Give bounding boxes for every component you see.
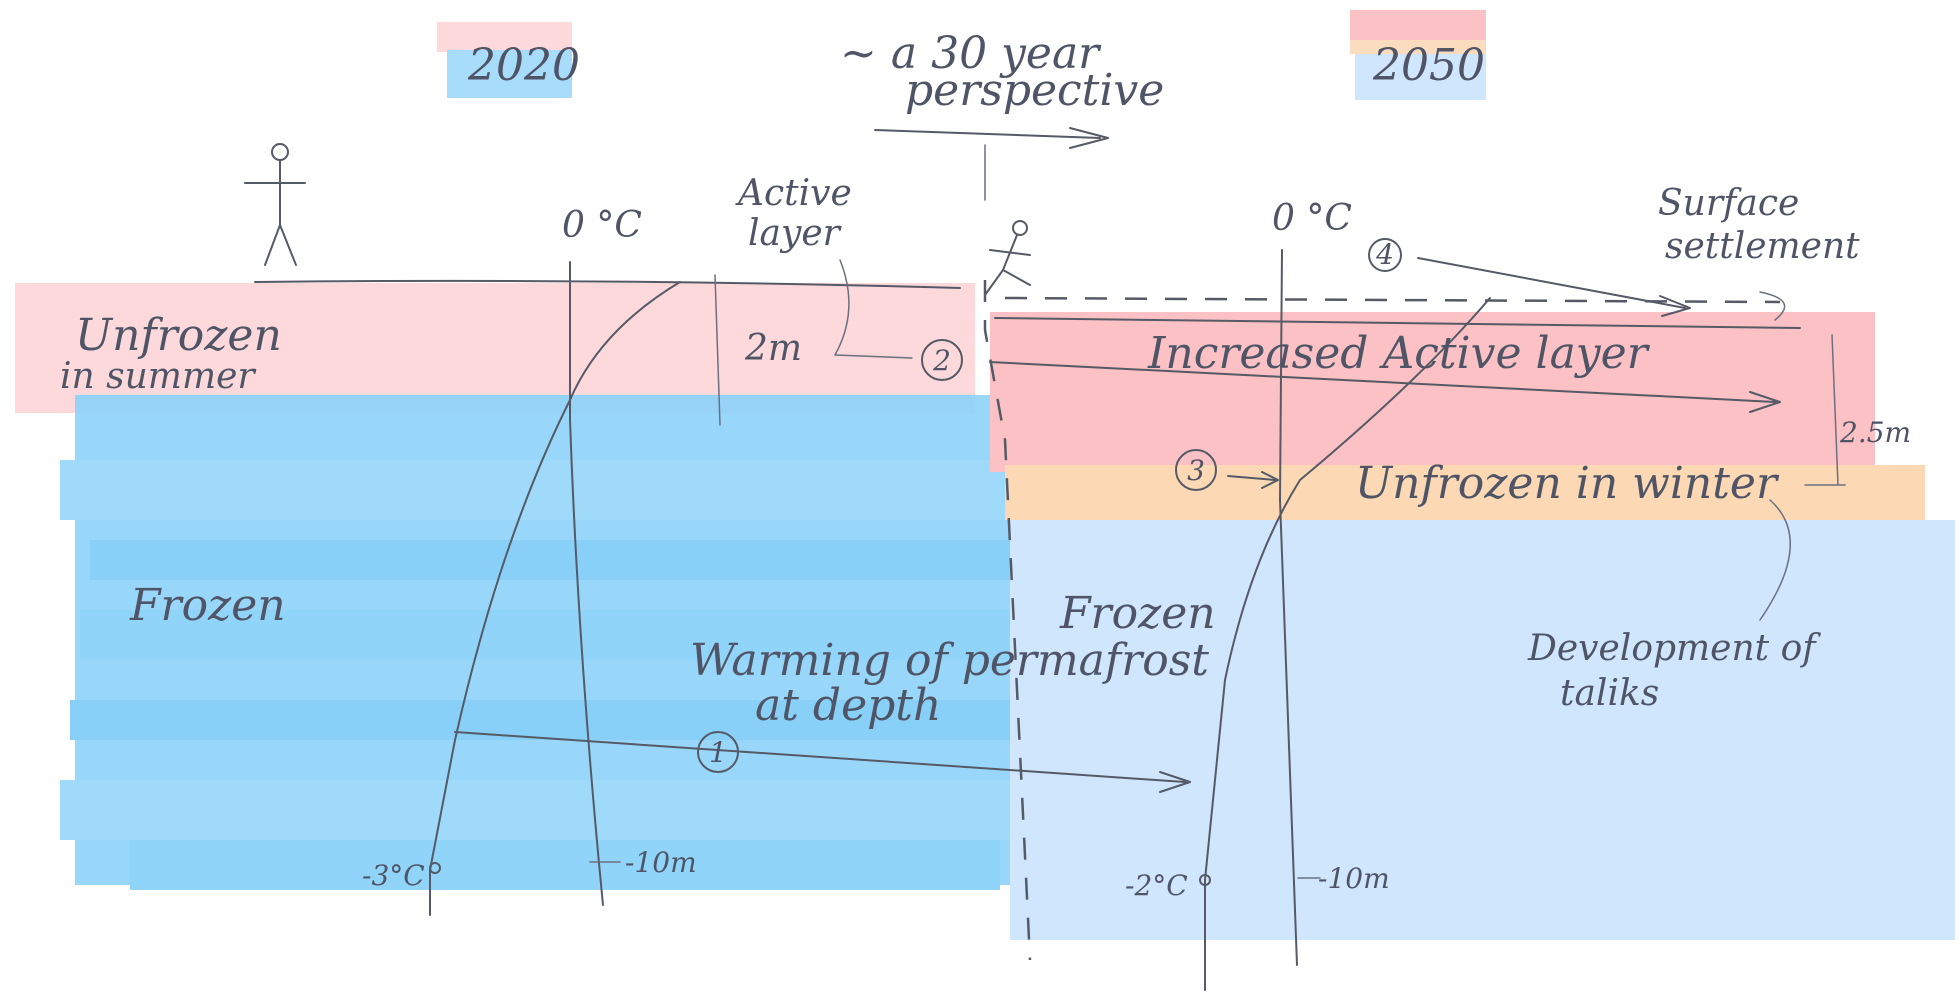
right-temperature-profile	[1204, 297, 1491, 991]
increased-active-layer-label: Increased Active layer	[1147, 328, 1651, 379]
right-frozen-fill	[1010, 520, 1955, 940]
unfrozen-summer-label-line2: in summer	[60, 356, 256, 397]
surface-settlement-label-line2: settlement	[1665, 226, 1860, 267]
active-layer-label-line1: Active	[735, 173, 852, 214]
left-bottom-temp-dot	[429, 862, 441, 874]
right-unfrozen-winter-fill	[1005, 465, 1925, 520]
year-2020-label: 2020	[467, 40, 580, 91]
marker-4-label: 4	[1375, 238, 1394, 271]
left-temperature-profile	[429, 281, 681, 916]
active-layer-label-line2: layer	[748, 213, 842, 254]
year-2020-swatch-blue	[447, 50, 572, 98]
year-2050-swatch-pink	[1350, 10, 1486, 40]
unfrozen-winter-label: Unfrozen in winter	[1355, 458, 1780, 509]
right-active-layer-fill	[990, 312, 1875, 472]
surface-settlement-label-line1: Surface	[1658, 183, 1799, 224]
left-zero-axis	[569, 261, 604, 906]
marker-3-label: 3	[1187, 454, 1205, 487]
marker-2-leader	[834, 354, 913, 359]
perspective-arrow	[874, 127, 1109, 149]
marker-4: 4	[1368, 238, 1402, 272]
right-ground-surface	[994, 317, 1801, 329]
right-active-depth-label: 2.5m	[1839, 416, 1911, 449]
warming-arrow	[454, 731, 1191, 793]
marker-1: 1	[697, 731, 739, 773]
settlement-pointer	[1759, 291, 1786, 321]
right-active-depth-bracket	[1804, 334, 1846, 486]
taliks-label-line1: Development of	[1527, 628, 1821, 669]
left-zero-label: 0 °C	[562, 205, 642, 246]
settlement-arrow	[1417, 257, 1691, 317]
marker-3-arrow	[1227, 471, 1279, 489]
left-active-layer-fill	[15, 283, 975, 413]
marker-2-label: 2	[932, 344, 951, 377]
marker-2: 2	[921, 339, 963, 381]
taliks-label-line2: taliks	[1560, 673, 1659, 714]
left-ground-surface	[254, 279, 961, 289]
perspective-label-line2: perspective	[905, 65, 1164, 116]
left-bottom-depth-label: -10m	[625, 846, 697, 879]
left-bottom-temp-label: -3°C	[362, 859, 425, 892]
year-2050-label: 2050	[1372, 40, 1485, 91]
original-surface-dashed	[1004, 296, 1781, 304]
right-bottom-depth-label: -10m	[1318, 862, 1390, 895]
left-active-depth-line	[714, 274, 721, 426]
year-2050-swatch-orange	[1350, 40, 1486, 54]
right-zero-label: 0 °C	[1272, 198, 1352, 239]
left-frozen-fill	[60, 395, 1015, 890]
person-right-icon	[984, 220, 1031, 296]
person-left-icon	[244, 143, 306, 266]
year-2020-swatch-pink	[437, 22, 572, 52]
warming-label-line1: Warming of permafrost	[690, 635, 1209, 686]
marker-1-label: 1	[709, 736, 727, 769]
active-layer-pointer	[834, 259, 850, 356]
left-frozen-label: Frozen	[129, 580, 286, 631]
right-zero-axis	[1279, 249, 1298, 966]
right-frozen-label: Frozen	[1059, 588, 1216, 639]
perspective-label-line1: ~ a 30 year	[840, 28, 1102, 79]
left-active-depth-label: 2m	[744, 328, 802, 369]
warming-label-line2: at depth	[755, 680, 941, 731]
talik-pointer	[1759, 499, 1791, 621]
marker-3: 3	[1175, 449, 1217, 491]
right-bottom-temp-dot	[1199, 874, 1211, 886]
year-2050-swatch-blue	[1355, 54, 1486, 100]
increased-active-arrow	[989, 361, 1781, 413]
right-bottom-temp-label: -2°C	[1125, 869, 1188, 902]
unfrozen-summer-label-line1: Unfrozen	[75, 310, 282, 361]
